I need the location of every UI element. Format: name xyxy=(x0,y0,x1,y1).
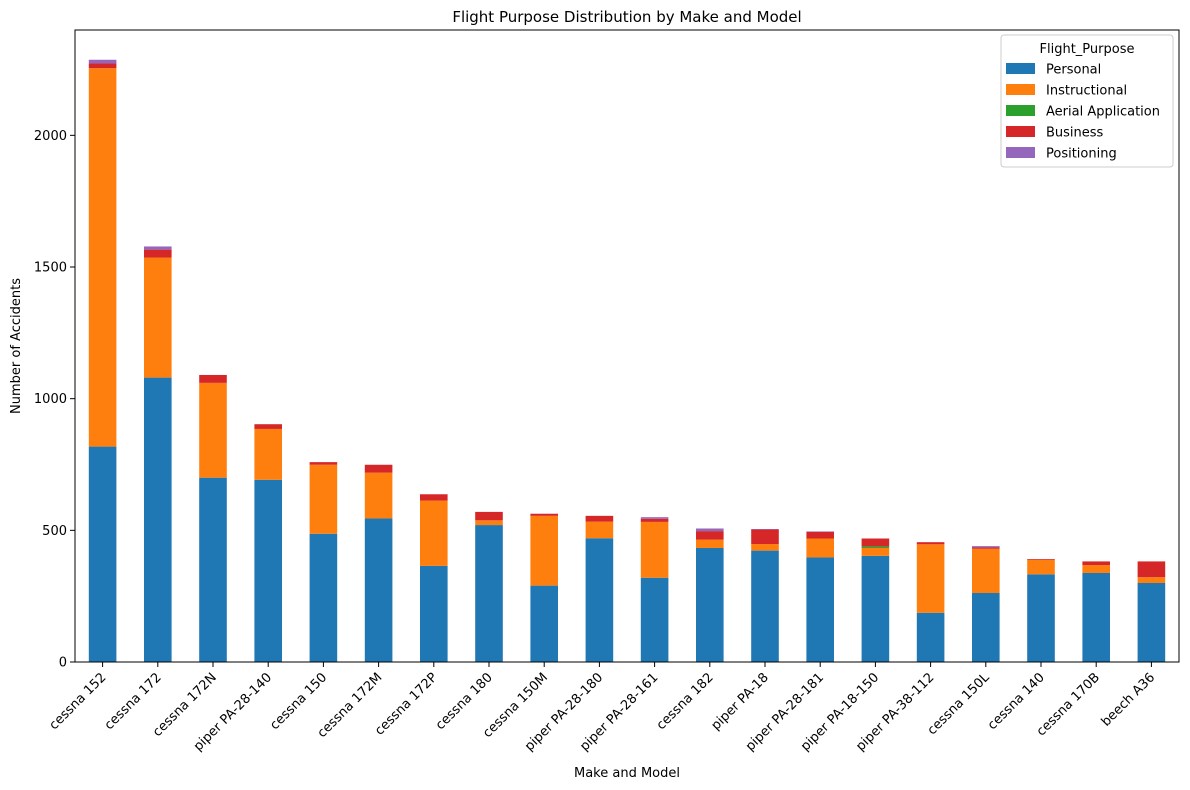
bar-positioning-16 xyxy=(972,546,1000,548)
y-tick-label-1500: 1500 xyxy=(34,261,67,276)
bar-instructional-16 xyxy=(972,548,1000,594)
bar-business-17 xyxy=(1027,559,1055,560)
bar-personal-2 xyxy=(199,477,227,662)
bar-business-0 xyxy=(88,63,117,69)
bar-business-5 xyxy=(364,464,393,473)
bar-instructional-2 xyxy=(199,382,227,478)
x-tick-label-19: beech A36 xyxy=(1099,670,1159,730)
bar-business-1 xyxy=(144,249,172,258)
bar-instructional-3 xyxy=(254,428,282,480)
bar-instructional-12 xyxy=(751,544,779,551)
bar-personal-8 xyxy=(530,585,558,662)
bar-instructional-5 xyxy=(364,472,393,519)
bar-positioning-0 xyxy=(88,59,117,64)
bar-personal-18 xyxy=(1082,572,1110,662)
bar-personal-16 xyxy=(972,593,1000,662)
bar-personal-3 xyxy=(254,479,282,662)
bar-personal-4 xyxy=(309,533,338,662)
bar-personal-10 xyxy=(640,577,669,662)
legend-swatch-personal xyxy=(1006,63,1035,74)
bar-personal-6 xyxy=(420,565,448,662)
bar-instructional-7 xyxy=(475,520,503,526)
bar-instructional-18 xyxy=(1082,565,1110,573)
bar-business-8 xyxy=(530,513,558,516)
y-tick-label-2000: 2000 xyxy=(34,129,67,144)
bars-layer xyxy=(88,59,1166,662)
bar-positioning-10 xyxy=(640,517,669,519)
y-tick-label-500: 500 xyxy=(42,524,67,539)
bar-business-13 xyxy=(806,531,834,539)
legend: Flight_Purpose Personal Instructional Aeri… xyxy=(1000,34,1174,168)
bar-personal-7 xyxy=(475,525,503,662)
legend-label-instructional: Instructional xyxy=(1046,84,1127,99)
bar-instructional-11 xyxy=(696,539,724,548)
bar-business-18 xyxy=(1082,561,1110,566)
bar-business-3 xyxy=(254,424,282,429)
legend-swatch-positioning xyxy=(1006,147,1035,158)
bar-business-7 xyxy=(475,511,503,521)
chart-title: Flight Purpose Distribution by Make and … xyxy=(452,8,801,26)
bar-personal-15 xyxy=(916,612,945,662)
bar-positioning-12 xyxy=(751,529,779,530)
bar-instructional-8 xyxy=(530,515,558,586)
bar-personal-9 xyxy=(585,538,614,662)
y-tick-label-0: 0 xyxy=(59,656,67,671)
bar-personal-5 xyxy=(364,518,393,662)
bar-business-10 xyxy=(640,518,669,522)
x-tick-label-11: cessna 182 xyxy=(654,670,717,733)
legend-title: Flight_Purpose xyxy=(1040,42,1135,57)
bar-instructional-0 xyxy=(88,68,117,447)
legend-box xyxy=(1000,34,1174,168)
bar-instructional-1 xyxy=(144,257,172,378)
bar-personal-1 xyxy=(144,377,172,662)
bar-positioning-13 xyxy=(806,531,834,532)
bar-personal-14 xyxy=(861,555,890,662)
legend-swatch-aerial-application xyxy=(1006,105,1035,116)
bar-business-11 xyxy=(696,531,724,540)
bar-instructional-14 xyxy=(861,547,890,556)
bar-instructional-10 xyxy=(640,521,669,578)
bar-business-19 xyxy=(1137,561,1166,578)
bar-personal-12 xyxy=(751,550,779,662)
legend-label-positioning: Positioning xyxy=(1046,147,1117,162)
bar-business-15 xyxy=(916,542,945,545)
bar-instructional-13 xyxy=(806,538,834,558)
bar-instructional-9 xyxy=(585,521,614,539)
bar-positioning-1 xyxy=(144,246,172,250)
x-tick-label-0: cessna 152 xyxy=(47,670,110,733)
bar-aerial-application-14 xyxy=(861,546,890,548)
y-axis: 0 500 1000 1500 2000 xyxy=(34,129,75,671)
bar-personal-13 xyxy=(806,557,834,662)
legend-swatch-business xyxy=(1006,126,1035,137)
legend-label-aerial-application: Aerial Application xyxy=(1046,105,1160,120)
bar-instructional-17 xyxy=(1027,559,1055,575)
bar-personal-0 xyxy=(88,446,117,662)
bar-business-14 xyxy=(861,538,890,547)
bar-instructional-4 xyxy=(309,464,338,534)
bar-instructional-6 xyxy=(420,500,448,566)
bar-business-16 xyxy=(972,547,1000,549)
bar-business-4 xyxy=(309,462,338,465)
bar-instructional-19 xyxy=(1137,577,1166,583)
bar-personal-17 xyxy=(1027,574,1055,662)
legend-label-personal: Personal xyxy=(1046,63,1101,78)
bar-business-2 xyxy=(199,374,227,383)
bar-personal-19 xyxy=(1137,583,1166,662)
y-axis-label: Number of Accidents xyxy=(9,278,24,414)
y-tick-label-1000: 1000 xyxy=(34,392,67,407)
bar-business-12 xyxy=(751,529,779,545)
legend-label-business: Business xyxy=(1046,126,1104,141)
bar-business-6 xyxy=(420,494,448,501)
bar-instructional-15 xyxy=(916,544,945,613)
plot-frame xyxy=(74,29,1180,663)
bar-personal-11 xyxy=(696,547,724,662)
bar-business-9 xyxy=(585,515,614,522)
x-axis-label: Make and Model xyxy=(574,766,680,781)
bar-positioning-11 xyxy=(696,528,724,532)
legend-swatch-instructional xyxy=(1006,84,1035,95)
